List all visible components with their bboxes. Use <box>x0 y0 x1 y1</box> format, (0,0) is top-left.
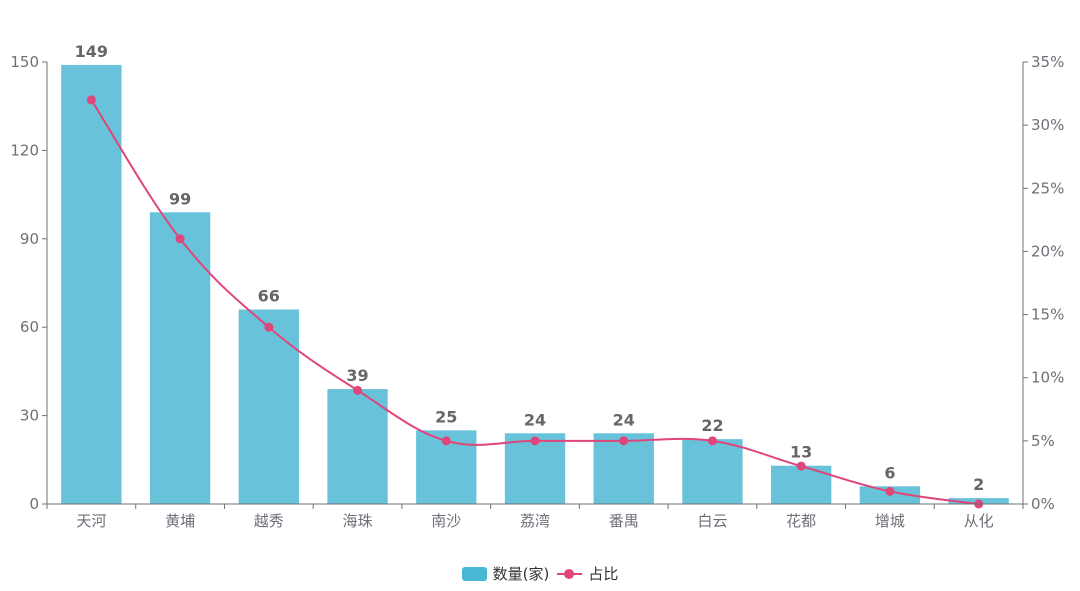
bar-data-label: 149 <box>75 42 108 61</box>
bar <box>682 439 743 504</box>
x-tick-label: 从化 <box>964 512 994 530</box>
x-tick-label: 增城 <box>875 512 905 530</box>
y-left-tick-label: 120 <box>10 141 39 159</box>
y-left-tick-label: 150 <box>10 53 39 71</box>
x-tick-label: 天河 <box>76 512 106 530</box>
line-point <box>707 436 717 446</box>
line-point <box>353 385 363 395</box>
line-point <box>264 322 274 332</box>
bar <box>61 64 122 505</box>
combo-chart: 149 99 66 39 25 24 24 22 13 6 2 0 30 60 90 120 150 0% 5% 1… <box>10 42 1064 530</box>
legend-line-swatch <box>557 567 583 581</box>
y-left-tick-label: 60 <box>20 318 39 336</box>
bar-data-label: 6 <box>884 463 895 482</box>
bar-data-label: 13 <box>790 443 812 462</box>
line-point <box>885 486 895 496</box>
x-tick-label: 越秀 <box>254 512 284 530</box>
y-right-tick-label: 0% <box>1031 495 1055 513</box>
line-point <box>796 461 806 471</box>
y-left-tick-label: 30 <box>20 407 39 425</box>
legend-bar-label: 数量(家) <box>492 565 550 583</box>
line-point <box>175 234 185 244</box>
bar-data-label: 66 <box>258 287 280 306</box>
bar-data-label: 22 <box>701 416 723 435</box>
y-right-tick-label: 25% <box>1031 179 1064 197</box>
line-point <box>619 436 629 446</box>
y-left-tick-label: 0 <box>29 495 39 513</box>
legend: 数量(家) 占比 <box>0 563 1080 584</box>
line-point <box>530 436 540 446</box>
legend-bar-swatch <box>461 566 487 581</box>
y-right-tick-label: 10% <box>1031 369 1064 387</box>
x-tick-label: 南沙 <box>431 512 461 530</box>
bar-data-label: 25 <box>435 407 457 426</box>
legend-item-bar-series[interactable]: 数量(家) <box>461 563 550 584</box>
bar <box>327 389 388 504</box>
axes: 0 30 60 90 120 150 0% 5% 10% 15% 20% 25% 30% 35% 天河 黄埔 越… <box>10 53 1064 530</box>
bar-data-label: 39 <box>346 366 368 385</box>
bar-data-label: 24 <box>524 410 546 429</box>
line-point <box>86 95 96 105</box>
bar-data-label: 2 <box>973 475 984 494</box>
bar <box>149 212 211 504</box>
y-right-tick-label: 5% <box>1031 432 1055 450</box>
x-tick-label: 黄埔 <box>165 512 195 530</box>
x-tick-label: 番禺 <box>609 512 639 530</box>
x-tick-label: 白云 <box>697 512 727 530</box>
x-tick-label: 荔湾 <box>520 512 550 530</box>
y-right-tick-label: 30% <box>1031 116 1064 134</box>
x-tick-label: 花都 <box>786 512 816 530</box>
y-right-tick-label: 20% <box>1031 242 1064 260</box>
legend-item-line-series[interactable]: 占比 <box>557 563 618 584</box>
y-left-tick-label: 90 <box>20 230 39 248</box>
line-path <box>90 99 979 505</box>
y-right-tick-label: 35% <box>1031 53 1064 71</box>
y-right-tick-label: 15% <box>1031 306 1064 324</box>
x-tick-label: 海珠 <box>343 512 373 530</box>
bar-data-label: 99 <box>169 189 191 208</box>
bar-series <box>61 64 1009 505</box>
legend-line-label: 占比 <box>588 565 619 583</box>
bar-data-label: 24 <box>613 410 635 429</box>
line-point <box>441 436 451 446</box>
bar <box>238 309 299 504</box>
bar-data-labels: 149 99 66 39 25 24 24 22 13 6 2 <box>75 42 985 494</box>
